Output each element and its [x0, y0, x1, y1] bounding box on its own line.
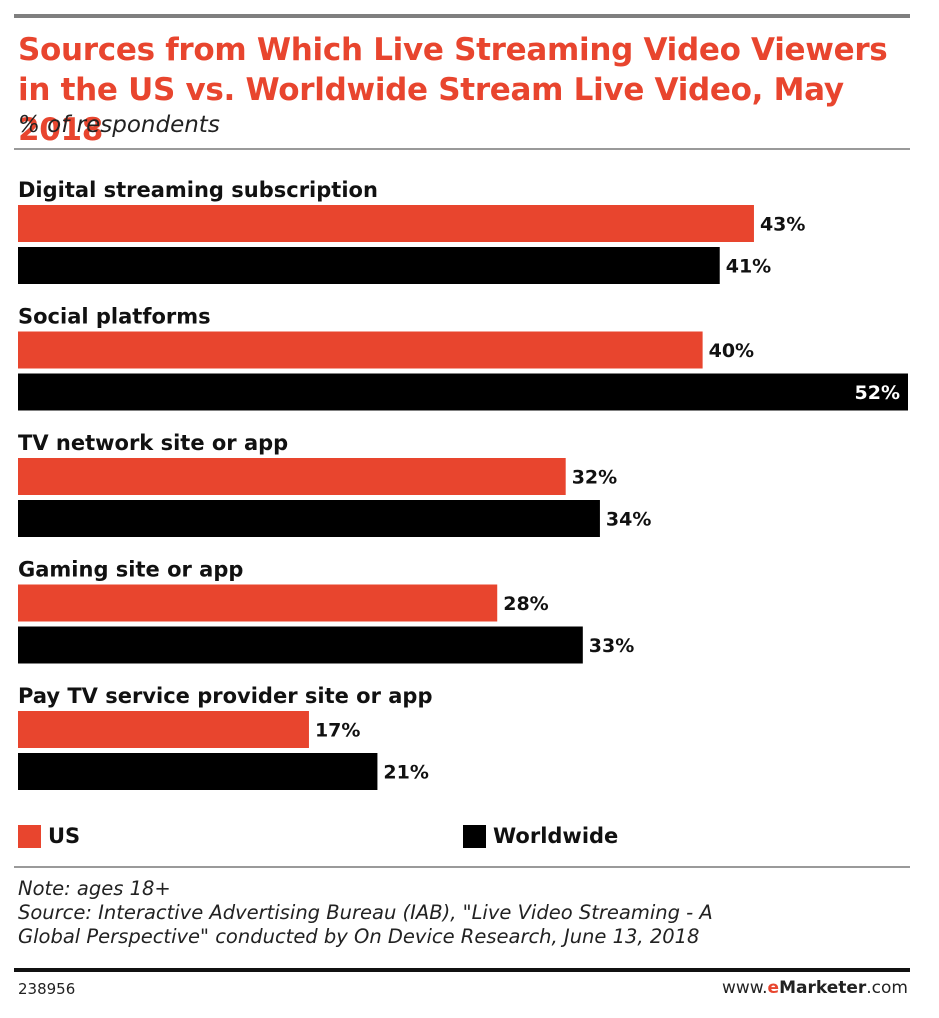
- bar-worldwide: [18, 626, 583, 664]
- title-divider: [14, 148, 910, 150]
- category-label: Pay TV service provider site or app: [18, 684, 433, 708]
- data-label-us: 43%: [760, 214, 805, 236]
- bottom-rule: [14, 968, 910, 972]
- brand-name: Marketer: [779, 978, 867, 998]
- chart-notes: Note: ages 18+ Source: Interactive Adver…: [18, 877, 908, 949]
- data-label-worldwide: 33%: [589, 635, 634, 657]
- legend-swatch-us: [18, 824, 41, 848]
- bar-worldwide: [18, 500, 600, 537]
- bar-worldwide: [18, 247, 720, 284]
- bar-us: [18, 205, 754, 242]
- data-label-us: 28%: [503, 593, 548, 615]
- brand-prefix: www.: [721, 978, 768, 998]
- bar-worldwide: [18, 753, 378, 790]
- category-label: TV network site or app: [18, 431, 288, 455]
- data-label-us: 17%: [315, 720, 360, 742]
- data-label-worldwide: 21%: [383, 762, 428, 784]
- legend-label-us: US: [48, 824, 81, 848]
- bar-us: [18, 458, 566, 495]
- chart-subtitle: % of respondents: [18, 112, 220, 138]
- chart-title: Sources from Which Live Streaming Video …: [18, 32, 888, 148]
- data-label-worldwide: 52%: [855, 382, 900, 404]
- brand-suffix: .com: [866, 978, 908, 998]
- legend-swatch-worldwide: [463, 824, 486, 848]
- legend-label-worldwide: Worldwide: [493, 824, 619, 848]
- bar-chart: Digital streaming subscription 43% 41% Soci…: [18, 178, 908, 790]
- source-text-line-1: Source: Interactive Advertising Bureau (…: [18, 901, 713, 924]
- brand-logo: www.eMarketer.com: [722, 978, 908, 998]
- legend-item-worldwide: Worldwide: [463, 820, 618, 852]
- data-label-worldwide: 41%: [726, 256, 771, 278]
- bar-worldwide: [18, 373, 908, 411]
- note-text: Note: ages 18+: [18, 877, 171, 900]
- data-label-us: 32%: [572, 467, 617, 489]
- legend-item-us: US: [18, 820, 80, 852]
- bar-us: [18, 584, 498, 622]
- category-label: Social platforms: [18, 305, 211, 329]
- category-label: Digital streaming subscription: [18, 178, 378, 202]
- data-label-us: 40%: [709, 340, 754, 362]
- category-label: Gaming site or app: [18, 558, 243, 582]
- top-rule: [14, 14, 910, 18]
- chart-id: 238956: [18, 980, 76, 998]
- data-label-worldwide: 34%: [606, 509, 651, 531]
- bar-us: [18, 331, 703, 369]
- brand-e: e: [767, 978, 780, 998]
- bar-us: [18, 711, 309, 748]
- legend-divider: [14, 866, 910, 868]
- source-text-line-2: Global Perspective" conducted by On Devi…: [18, 925, 700, 948]
- chart-legend: US Worldwide: [0, 820, 939, 852]
